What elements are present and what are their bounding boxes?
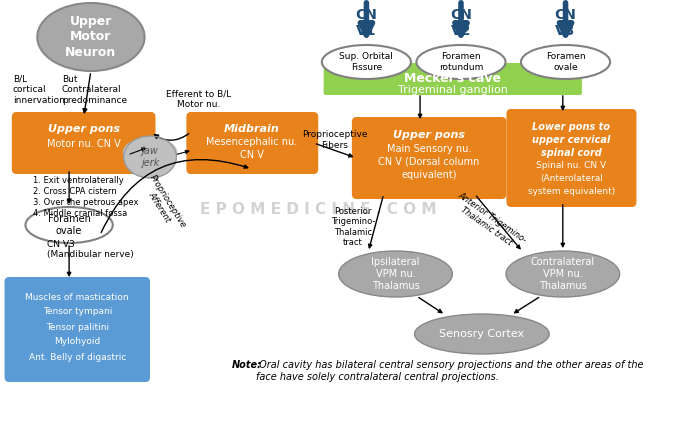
Text: Mesencephalic nu.: Mesencephalic nu. bbox=[206, 137, 298, 147]
Text: system equivalent): system equivalent) bbox=[528, 187, 615, 197]
FancyBboxPatch shape bbox=[186, 112, 318, 174]
Text: CN V: CN V bbox=[240, 150, 264, 160]
Text: spinal cord: spinal cord bbox=[541, 148, 602, 158]
Ellipse shape bbox=[37, 3, 145, 71]
Ellipse shape bbox=[506, 251, 620, 297]
Ellipse shape bbox=[416, 45, 505, 79]
Ellipse shape bbox=[145, 140, 177, 166]
Ellipse shape bbox=[132, 154, 168, 176]
Text: Midbrain: Midbrain bbox=[224, 124, 280, 134]
Text: (Anterolateral: (Anterolateral bbox=[540, 174, 603, 184]
Text: Meckel's cave: Meckel's cave bbox=[405, 73, 501, 86]
Text: 1. Exit ventrolaterally: 1. Exit ventrolaterally bbox=[33, 176, 123, 185]
Ellipse shape bbox=[122, 140, 155, 166]
Text: 3. Over the petrous apex: 3. Over the petrous apex bbox=[33, 198, 138, 207]
Text: Spinal nu. CN V: Spinal nu. CN V bbox=[536, 162, 606, 170]
Text: CN V3
(Mandibular nerve): CN V3 (Mandibular nerve) bbox=[48, 240, 134, 260]
Ellipse shape bbox=[322, 45, 411, 79]
Text: Efferent to B/L
Motor nu.: Efferent to B/L Motor nu. bbox=[166, 89, 231, 109]
Text: E P O M E D I C I N E . C O M: E P O M E D I C I N E . C O M bbox=[200, 201, 437, 216]
Text: CN
V3: CN V3 bbox=[554, 8, 577, 38]
Text: Foramen
rotundum: Foramen rotundum bbox=[439, 52, 483, 72]
Text: Oral cavity has bilateral central sensory projections and the other areas of the: Oral cavity has bilateral central sensor… bbox=[256, 360, 644, 382]
Text: Muscles of mastication: Muscles of mastication bbox=[25, 292, 129, 302]
Text: Upper
Motor
Neuron: Upper Motor Neuron bbox=[65, 15, 116, 59]
Text: Foramen
ovale: Foramen ovale bbox=[48, 214, 90, 236]
Text: 4. Middle cranial fossa: 4. Middle cranial fossa bbox=[33, 209, 127, 218]
Text: Ipsilateral
VPM nu.
Thalamus: Ipsilateral VPM nu. Thalamus bbox=[371, 257, 420, 291]
Text: Anterior Trigemino-
Thalamic tract: Anterior Trigemino- Thalamic tract bbox=[450, 191, 528, 253]
Text: equivalent): equivalent) bbox=[401, 170, 457, 180]
Text: CN V (Dorsal column: CN V (Dorsal column bbox=[379, 157, 480, 167]
Text: Main Sensory nu.: Main Sensory nu. bbox=[387, 144, 471, 154]
FancyBboxPatch shape bbox=[352, 117, 506, 199]
Ellipse shape bbox=[339, 251, 452, 297]
Ellipse shape bbox=[521, 45, 610, 79]
Text: Sup. Orbital
Fissure: Sup. Orbital Fissure bbox=[340, 52, 393, 72]
Text: Senosry Cortex: Senosry Cortex bbox=[440, 329, 524, 339]
Text: Lower pons to: Lower pons to bbox=[533, 122, 610, 132]
FancyBboxPatch shape bbox=[323, 63, 582, 95]
Text: Ant. Belly of digastric: Ant. Belly of digastric bbox=[29, 353, 126, 361]
Text: 2. Cross CPA cistern: 2. Cross CPA cistern bbox=[33, 187, 116, 196]
Text: CN
V1: CN V1 bbox=[356, 8, 377, 38]
Text: Jaw
jerk: Jaw jerk bbox=[141, 146, 159, 168]
FancyBboxPatch shape bbox=[4, 277, 150, 382]
FancyBboxPatch shape bbox=[506, 109, 636, 207]
Ellipse shape bbox=[414, 314, 550, 354]
Text: upper cervical: upper cervical bbox=[532, 135, 610, 145]
Text: Proprioceptive
Fibers: Proprioceptive Fibers bbox=[302, 130, 368, 150]
Text: Foramen
ovale: Foramen ovale bbox=[546, 52, 585, 72]
Text: Note:: Note: bbox=[232, 360, 262, 370]
Text: Contralateral
VPM nu.
Thalamus: Contralateral VPM nu. Thalamus bbox=[531, 257, 595, 291]
Text: Tensor palitini: Tensor palitini bbox=[46, 323, 108, 332]
Text: But
Contralateral
predominance: But Contralateral predominance bbox=[62, 75, 127, 105]
Text: B/L
cortical
innervation: B/L cortical innervation bbox=[13, 75, 64, 105]
Text: Proprioceptive
Afferent: Proprioceptive Afferent bbox=[139, 173, 188, 235]
Text: Mylohyoid: Mylohyoid bbox=[54, 337, 100, 347]
Text: Upper pons: Upper pons bbox=[393, 130, 465, 140]
Text: Posterior
Trigemino-
Thalamic
tract: Posterior Trigemino- Thalamic tract bbox=[330, 207, 375, 247]
Ellipse shape bbox=[124, 136, 176, 178]
FancyBboxPatch shape bbox=[12, 112, 155, 174]
Text: Motor nu. CN V: Motor nu. CN V bbox=[47, 139, 120, 149]
Text: Upper pons: Upper pons bbox=[48, 124, 120, 134]
Text: CN
V2: CN V2 bbox=[450, 8, 472, 38]
Text: Trigeminal ganglion: Trigeminal ganglion bbox=[398, 85, 508, 95]
Text: Tensor tympani: Tensor tympani bbox=[43, 308, 112, 316]
Ellipse shape bbox=[25, 207, 113, 243]
